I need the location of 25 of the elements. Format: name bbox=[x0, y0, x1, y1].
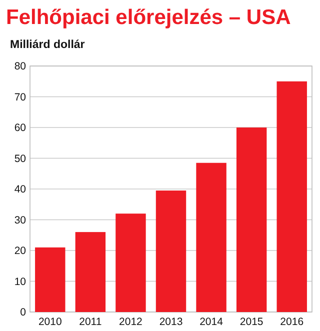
bar bbox=[276, 81, 307, 312]
bar bbox=[236, 128, 267, 312]
y-tick-label: 20 bbox=[14, 245, 26, 258]
x-tick-label: 2012 bbox=[119, 316, 143, 328]
x-tick-label: 2014 bbox=[200, 316, 224, 328]
x-tick-label: 2013 bbox=[159, 316, 183, 328]
y-tick-label: 10 bbox=[14, 276, 26, 288]
y-tick-label: 30 bbox=[14, 214, 26, 226]
y-tick-label: 60 bbox=[14, 122, 26, 134]
bar bbox=[156, 190, 186, 312]
bar bbox=[35, 247, 66, 312]
bar bbox=[196, 162, 226, 312]
x-tick-label: 2011 bbox=[79, 316, 102, 328]
y-axis-title: Milliárd dollár bbox=[10, 39, 86, 51]
chart-title: Felhőpiaci előrejelzés – USA bbox=[6, 6, 291, 29]
bar bbox=[75, 232, 106, 312]
y-tick-label: 50 bbox=[14, 152, 26, 165]
bar bbox=[116, 214, 146, 312]
x-tick-label: 2010 bbox=[38, 316, 62, 328]
y-tick-label: 40 bbox=[14, 184, 26, 196]
y-tick-label: 80 bbox=[14, 60, 26, 73]
y-tick-label: 70 bbox=[14, 91, 26, 104]
x-tick-label: 2015 bbox=[240, 316, 264, 328]
y-tick-label: 0 bbox=[20, 306, 26, 319]
x-tick-label: 2016 bbox=[280, 316, 304, 328]
